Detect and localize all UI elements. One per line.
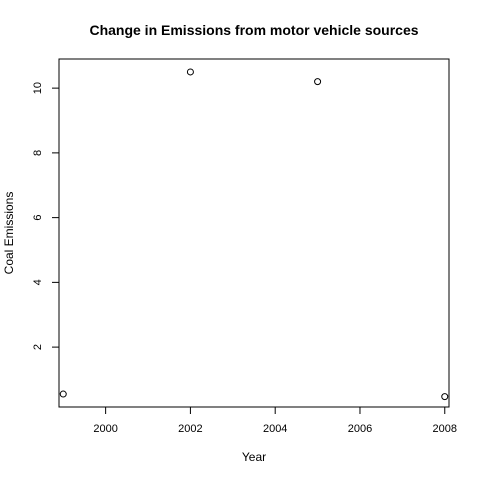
x-tick-label: 2004: [263, 423, 287, 435]
plot-frame: [58, 58, 450, 408]
x-tick-label: 2008: [433, 423, 457, 435]
data-point: [314, 78, 322, 86]
data-point: [186, 68, 194, 76]
x-tick-label: 2000: [93, 423, 117, 435]
data-points: [59, 68, 449, 401]
chart-title: Change in Emissions from motor vehicle s…: [89, 22, 418, 38]
y-axis: 2 4 6 8 10: [32, 82, 60, 350]
data-point: [441, 393, 449, 401]
x-tick-label: 2006: [348, 423, 372, 435]
y-tick-label: 8: [32, 150, 44, 156]
x-tick-label: 2002: [178, 423, 202, 435]
y-tick-label: 2: [32, 344, 44, 350]
x-axis-label: Year: [242, 450, 266, 464]
y-tick-label: 6: [32, 215, 44, 221]
y-tick-label: 10: [32, 82, 44, 94]
x-axis: 2000 2002 2004 2006 2008: [93, 406, 457, 435]
y-tick-label: 4: [32, 279, 44, 285]
data-point: [59, 390, 67, 398]
y-axis-label: Coal Emissions: [2, 192, 16, 275]
